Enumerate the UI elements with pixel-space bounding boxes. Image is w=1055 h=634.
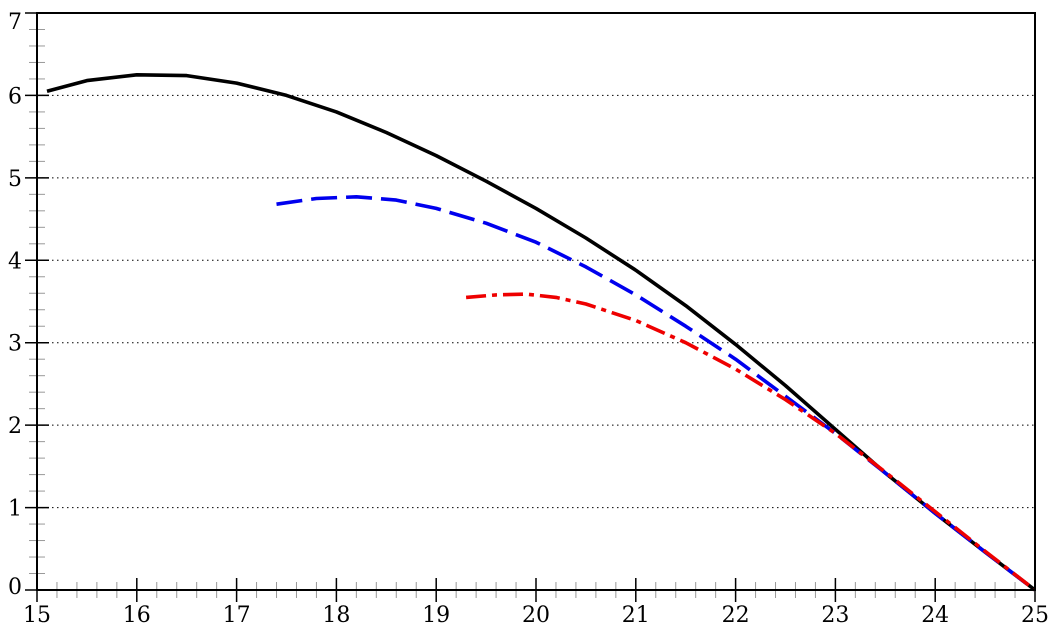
x-tick-label-24: 24 (921, 603, 949, 628)
series-line-2-dashed (276, 195, 1037, 592)
y-tick-label-4: 4 (8, 249, 22, 274)
x-tick-label-17: 17 (223, 603, 251, 628)
plot-frame (36, 12, 1036, 591)
x-tick-label-16: 16 (123, 603, 151, 628)
x-tick-label-22: 22 (722, 603, 750, 628)
x-tick-labels: 15 16 17 18 19 20 21 22 23 24 25 (23, 603, 1049, 628)
y-tick-label-7: 7 (8, 10, 22, 35)
y-tick-label-6: 6 (8, 84, 22, 109)
x-tick-label-15: 15 (23, 603, 51, 628)
series-line-3-dash-dot (465, 292, 1037, 592)
minor-ticks (29, 12, 1036, 598)
y-tick-label-5: 5 (8, 167, 22, 192)
series-lines (46, 73, 1037, 592)
y-tick-label-3: 3 (8, 332, 22, 357)
x-tick-label-21: 21 (622, 603, 650, 628)
grid-lines (37, 94, 1035, 509)
x-tick-label-18: 18 (322, 603, 350, 628)
major-ticks (25, 12, 1036, 602)
x-tick-label-20: 20 (522, 603, 550, 628)
x-tick-label-25: 25 (1021, 603, 1049, 628)
y-tick-label-0: 0 (8, 575, 22, 600)
y-tick-labels: 0 1 2 3 4 5 6 7 (8, 10, 22, 600)
y-tick-label-2: 2 (8, 414, 22, 439)
series-line-1-solid (46, 73, 1037, 592)
x-tick-label-19: 19 (422, 603, 450, 628)
y-tick-label-1: 1 (8, 497, 22, 522)
x-tick-label-23: 23 (821, 603, 849, 628)
